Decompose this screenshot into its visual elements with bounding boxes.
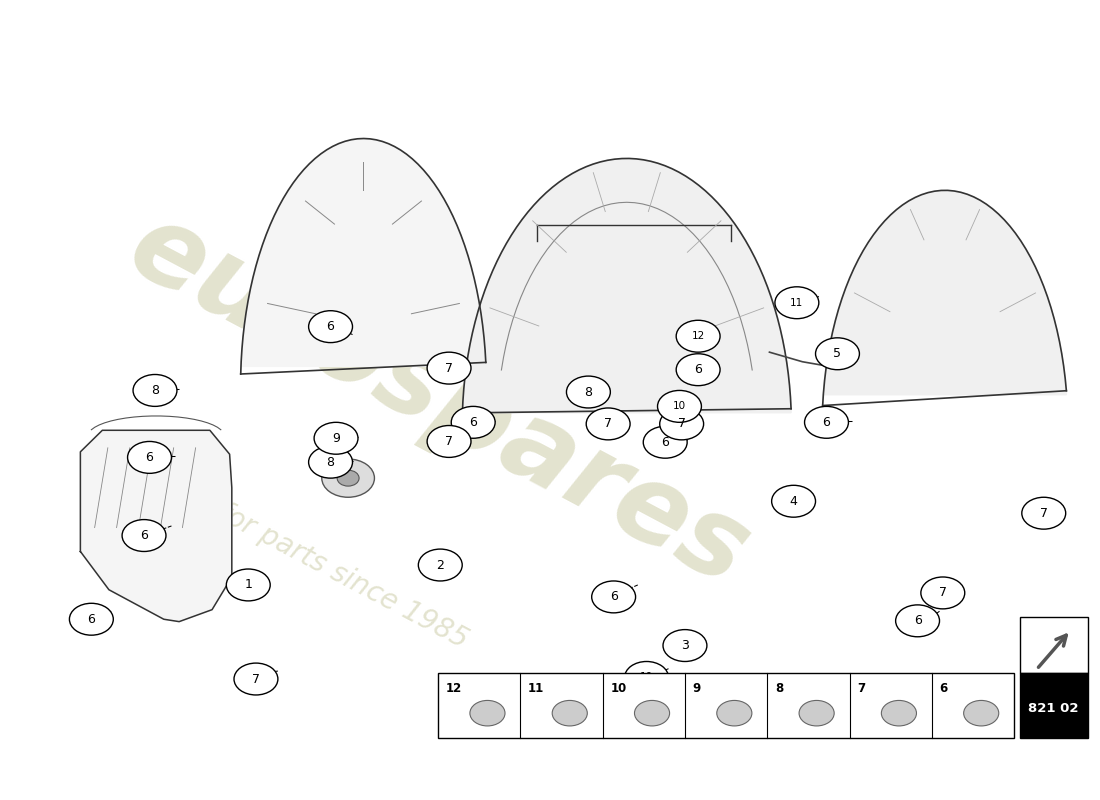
Circle shape	[717, 701, 752, 726]
Circle shape	[635, 701, 670, 726]
Text: 6: 6	[470, 416, 477, 429]
Circle shape	[804, 406, 848, 438]
Circle shape	[771, 486, 815, 517]
Circle shape	[676, 354, 720, 386]
Circle shape	[592, 581, 636, 613]
Circle shape	[815, 338, 859, 370]
Text: 7: 7	[938, 586, 947, 599]
Text: 8: 8	[774, 682, 783, 695]
Text: 12: 12	[446, 682, 462, 695]
Circle shape	[921, 577, 965, 609]
Circle shape	[470, 701, 505, 726]
Circle shape	[625, 662, 669, 694]
Text: 7: 7	[252, 673, 260, 686]
Text: 11: 11	[790, 298, 803, 308]
Circle shape	[418, 549, 462, 581]
Text: 2: 2	[437, 558, 444, 571]
Circle shape	[309, 310, 352, 342]
Circle shape	[644, 426, 688, 458]
Circle shape	[799, 701, 834, 726]
Text: 8: 8	[584, 386, 593, 398]
Circle shape	[128, 442, 172, 474]
Text: 9: 9	[693, 682, 701, 695]
Text: 6: 6	[694, 363, 702, 376]
Text: 7: 7	[1040, 506, 1047, 520]
Text: 6: 6	[145, 451, 154, 464]
Polygon shape	[80, 430, 232, 622]
Text: 6: 6	[914, 614, 922, 627]
Polygon shape	[462, 158, 791, 413]
Polygon shape	[823, 190, 1066, 406]
Text: 6: 6	[609, 590, 617, 603]
Text: 10: 10	[610, 682, 627, 695]
Circle shape	[774, 286, 818, 318]
Text: eurospares: eurospares	[111, 192, 766, 608]
Text: 6: 6	[823, 416, 830, 429]
Circle shape	[663, 630, 707, 662]
Circle shape	[234, 663, 278, 695]
Circle shape	[427, 352, 471, 384]
Text: 6: 6	[661, 436, 669, 449]
Circle shape	[552, 701, 587, 726]
Polygon shape	[241, 138, 486, 374]
Circle shape	[451, 406, 495, 438]
Text: 7: 7	[678, 418, 685, 430]
Text: 10: 10	[673, 402, 686, 411]
Text: 7: 7	[446, 362, 453, 374]
Circle shape	[1022, 498, 1066, 529]
Circle shape	[133, 374, 177, 406]
Circle shape	[658, 390, 702, 422]
Bar	[1020, 673, 1088, 738]
Text: a passion for parts since 1985: a passion for parts since 1985	[89, 433, 473, 654]
Circle shape	[881, 701, 916, 726]
Text: 3: 3	[681, 639, 689, 652]
Circle shape	[676, 320, 720, 352]
Text: 7: 7	[446, 435, 453, 448]
Text: 7: 7	[857, 682, 866, 695]
Text: 6: 6	[140, 529, 148, 542]
Circle shape	[322, 459, 374, 498]
Text: 6: 6	[87, 613, 96, 626]
Text: 4: 4	[790, 494, 798, 508]
Text: 7: 7	[604, 418, 613, 430]
Circle shape	[964, 701, 999, 726]
Text: 8: 8	[327, 456, 334, 469]
Circle shape	[895, 605, 939, 637]
Text: 5: 5	[834, 347, 842, 360]
Text: 10: 10	[640, 673, 653, 682]
Circle shape	[315, 422, 358, 454]
Text: 6: 6	[327, 320, 334, 333]
Bar	[1020, 617, 1088, 673]
Text: 821 02: 821 02	[1028, 702, 1079, 715]
Circle shape	[122, 519, 166, 551]
Circle shape	[227, 569, 271, 601]
Circle shape	[337, 470, 359, 486]
Text: 12: 12	[692, 331, 705, 342]
Circle shape	[427, 426, 471, 458]
Bar	[438, 673, 1014, 738]
Circle shape	[566, 376, 610, 408]
Circle shape	[69, 603, 113, 635]
Text: 11: 11	[528, 682, 544, 695]
Text: 6: 6	[939, 682, 948, 695]
Circle shape	[586, 408, 630, 440]
Text: 8: 8	[151, 384, 160, 397]
Circle shape	[309, 446, 352, 478]
Circle shape	[660, 408, 704, 440]
Text: 9: 9	[332, 432, 340, 445]
Text: 1: 1	[244, 578, 252, 591]
